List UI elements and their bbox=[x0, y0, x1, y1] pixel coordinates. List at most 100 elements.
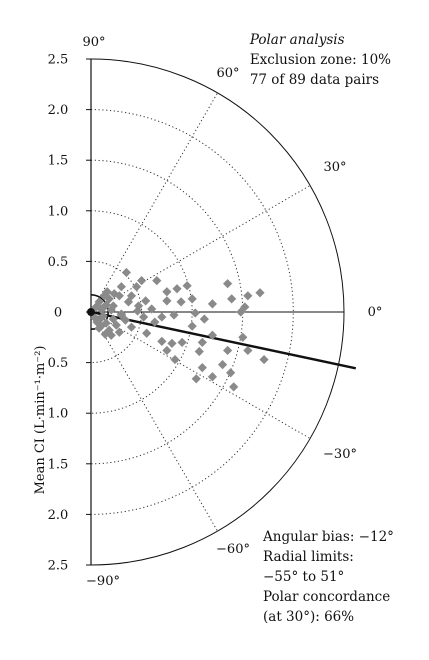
data-point bbox=[100, 329, 110, 339]
data-point bbox=[162, 296, 172, 306]
y-tick-label: 1.5 bbox=[48, 154, 69, 169]
data-point bbox=[190, 308, 200, 318]
data-point bbox=[157, 312, 167, 322]
angle-label--60: −60° bbox=[216, 542, 250, 557]
grid-radial--60 bbox=[90, 311, 218, 532]
data-point bbox=[259, 354, 269, 365]
data-point bbox=[120, 315, 131, 325]
data-point bbox=[157, 336, 167, 346]
origin-dot bbox=[87, 308, 95, 316]
data-point bbox=[90, 313, 100, 323]
data-point bbox=[121, 267, 132, 278]
data-point bbox=[133, 301, 144, 311]
data-point bbox=[255, 288, 265, 298]
data-point bbox=[207, 330, 218, 340]
bias-info-box: Angular bias: −12° Radial limits: −55° t… bbox=[263, 527, 394, 627]
data-point bbox=[98, 303, 108, 313]
radial-limits-label: Radial limits: bbox=[263, 549, 354, 565]
data-point bbox=[141, 296, 151, 306]
data-point bbox=[199, 314, 209, 324]
data-pairs-text: 77 of 89 data pairs bbox=[249, 72, 380, 88]
angle-label-30: 30° bbox=[323, 160, 346, 175]
data-point bbox=[150, 317, 160, 327]
data-point bbox=[236, 307, 246, 317]
data-point bbox=[106, 305, 116, 315]
angular-bias-line bbox=[90, 310, 357, 370]
data-point bbox=[114, 291, 124, 301]
data-point bbox=[217, 360, 228, 370]
data-point bbox=[104, 294, 114, 304]
data-point bbox=[142, 328, 152, 338]
y-tick-label: 0.5 bbox=[48, 255, 69, 270]
data-point bbox=[172, 284, 182, 294]
y-tick-label: 2.0 bbox=[48, 508, 69, 523]
grid-arc-1.5 bbox=[90, 159, 244, 465]
y-axis-label: Mean CI (L·min⁻¹·m⁻²) bbox=[33, 346, 48, 495]
radial-limits-range: −55° to 51° bbox=[263, 569, 345, 585]
y-tick-label: 1.0 bbox=[48, 204, 69, 219]
angular-bias-text: Angular bias: −12° bbox=[263, 529, 394, 545]
data-point bbox=[131, 282, 142, 292]
data-point bbox=[191, 374, 201, 384]
angle-label-0: 0° bbox=[368, 305, 383, 320]
polar-info-box: Polar analysis Exclusion zone: 10% 77 of… bbox=[250, 30, 391, 90]
data-point bbox=[207, 299, 218, 309]
grid-arc-1 bbox=[90, 210, 193, 414]
data-point bbox=[126, 291, 137, 301]
y-tick-label: 0 bbox=[54, 306, 62, 321]
data-point bbox=[226, 368, 236, 378]
data-point bbox=[116, 282, 126, 292]
data-points bbox=[90, 267, 269, 392]
data-point bbox=[197, 337, 207, 347]
y-tick-label: 2.5 bbox=[48, 53, 69, 68]
angle-label-60: 60° bbox=[216, 66, 239, 81]
tick-labels: 2.5 2.0 1.5 1.0 0.5 0 0.5 1.0 1.5 2.0 2.5 90° 60° 30°… bbox=[48, 35, 383, 589]
angle-label--90: −90° bbox=[86, 574, 120, 589]
data-point bbox=[170, 354, 180, 365]
data-point bbox=[132, 306, 143, 316]
polar-concordance-label: Polar concordance bbox=[263, 589, 391, 605]
data-point bbox=[116, 309, 126, 319]
data-point bbox=[197, 363, 207, 373]
data-point bbox=[109, 289, 119, 299]
data-point bbox=[223, 279, 233, 289]
data-point bbox=[162, 345, 172, 356]
chart-title: Polar analysis bbox=[249, 32, 345, 48]
data-point bbox=[243, 291, 253, 301]
data-point bbox=[137, 276, 147, 286]
data-point bbox=[94, 297, 104, 307]
data-point bbox=[126, 322, 137, 332]
angle-label-90: 90° bbox=[82, 35, 105, 50]
data-point bbox=[207, 372, 218, 382]
data-point bbox=[229, 382, 239, 392]
data-point bbox=[101, 318, 111, 328]
polar-concordance-value: (at 30°): 66% bbox=[263, 609, 355, 625]
polar-axes bbox=[86, 58, 357, 566]
data-point bbox=[227, 294, 237, 304]
data-point bbox=[223, 345, 233, 356]
exclusion-zone-text: Exclusion zone: 10% bbox=[249, 52, 391, 68]
data-point bbox=[147, 304, 157, 314]
data-point bbox=[114, 327, 124, 337]
angle-label--30: −30° bbox=[323, 447, 357, 462]
data-point bbox=[243, 345, 253, 356]
data-point bbox=[169, 310, 179, 320]
data-point bbox=[102, 287, 112, 297]
y-tick-label: 1.5 bbox=[48, 457, 69, 472]
grid-radial-60 bbox=[90, 92, 218, 313]
data-point bbox=[167, 338, 177, 348]
data-point bbox=[111, 320, 121, 330]
data-point bbox=[162, 287, 172, 297]
grid-radial-30 bbox=[90, 185, 311, 313]
data-point bbox=[108, 301, 118, 311]
y-tick-label: 2.5 bbox=[48, 559, 69, 574]
data-point bbox=[106, 330, 116, 340]
data-point bbox=[182, 281, 192, 291]
data-point bbox=[176, 297, 186, 307]
y-tick-label: 2.0 bbox=[48, 103, 69, 118]
data-point bbox=[98, 311, 108, 321]
polar-grid bbox=[90, 92, 311, 532]
data-point bbox=[238, 332, 248, 342]
y-tick-label: 1.0 bbox=[48, 407, 69, 422]
data-point bbox=[194, 346, 204, 357]
